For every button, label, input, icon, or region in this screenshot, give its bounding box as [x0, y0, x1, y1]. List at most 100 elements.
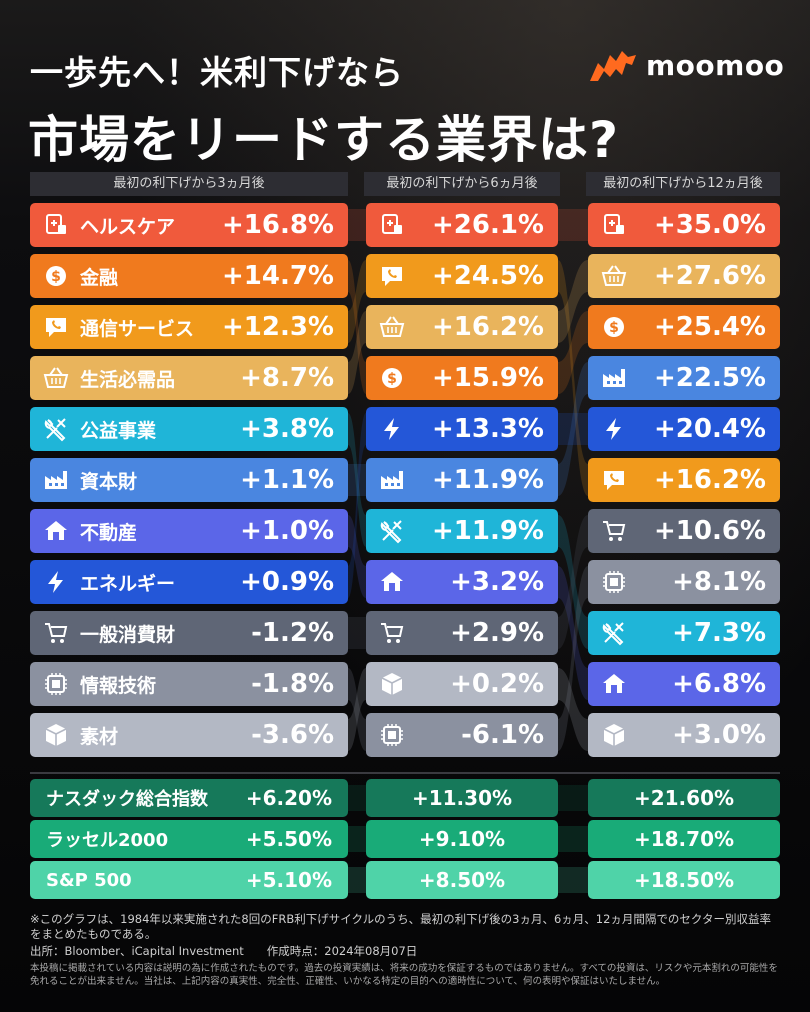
- sector-label: 金融: [80, 266, 119, 289]
- flow-ribbon: [348, 464, 366, 496]
- sector-card: +27.6%: [588, 254, 780, 298]
- index-flow-ribbon: [348, 867, 366, 893]
- sector-value: -1.8%: [251, 669, 334, 699]
- index-flow-ribbon: [558, 785, 588, 811]
- sector-value: +1.1%: [240, 465, 334, 495]
- flow-ribbon: [558, 362, 588, 496]
- sector-value: +3.0%: [672, 720, 766, 750]
- sector-card: 資本財 +1.1%: [30, 458, 348, 502]
- sector-value: +3.2%: [450, 567, 544, 597]
- index-card: +18.70%: [588, 820, 780, 858]
- sector-card: +13.3%: [366, 407, 558, 451]
- sector-card: +7.3%: [588, 611, 780, 655]
- house-icon: [378, 568, 406, 596]
- sector-card: $ +25.4%: [588, 305, 780, 349]
- lightning-icon: [378, 415, 406, 443]
- basket-icon: [378, 313, 406, 341]
- index-flow-ribbon: [558, 826, 588, 852]
- index-flow-ribbon: [558, 867, 588, 893]
- sector-label: 通信サービス: [80, 317, 195, 340]
- phone-chat-icon: [378, 262, 406, 290]
- flow-ribbon: [558, 260, 588, 496]
- sector-value: +35.0%: [654, 210, 766, 240]
- sector-card: +8.1%: [588, 560, 780, 604]
- sector-label: 生活必需品: [80, 368, 176, 391]
- sector-value: +0.9%: [240, 567, 334, 597]
- sector-card: 情報技術 -1.8%: [30, 662, 348, 706]
- sector-value: +16.2%: [432, 312, 544, 342]
- phone-chat-icon: [600, 466, 628, 494]
- sector-value: +12.3%: [222, 312, 334, 342]
- flow-ribbon: [558, 209, 588, 241]
- sector-value: +24.5%: [432, 261, 544, 291]
- flow-ribbon: [348, 260, 366, 343]
- sector-card: $ 金融 +14.7%: [30, 254, 348, 298]
- svg-text:$: $: [51, 269, 61, 285]
- tools-icon: [600, 619, 628, 647]
- flow-ribbon: [558, 566, 588, 700]
- sector-value: +20.4%: [654, 414, 766, 444]
- sector-card: 不動産 +1.0%: [30, 509, 348, 553]
- cart-icon: [42, 619, 70, 647]
- sector-label: 不動産: [80, 521, 138, 544]
- dollar-coin-icon: $: [42, 262, 70, 290]
- lightning-icon: [42, 568, 70, 596]
- moomoo-bull-icon: [590, 51, 636, 81]
- sector-card: +10.6%: [588, 509, 780, 553]
- sector-value: +3.8%: [240, 414, 334, 444]
- svg-text:$: $: [609, 320, 619, 336]
- basket-icon: [42, 364, 70, 392]
- sector-card: +11.9%: [366, 458, 558, 502]
- sector-label: エネルギー: [80, 572, 176, 595]
- flow-ribbon: [348, 413, 366, 598]
- sector-value: -1.2%: [251, 618, 334, 648]
- sector-value: +0.2%: [450, 669, 544, 699]
- sector-label: ヘルスケア: [80, 215, 176, 238]
- sector-card: エネルギー +0.9%: [30, 560, 348, 604]
- sector-value: -6.1%: [461, 720, 544, 750]
- chip-icon: [600, 568, 628, 596]
- index-label: ラッセル2000: [46, 830, 169, 851]
- column-header-6m: 最初の利下げから6ヵ月後: [364, 172, 560, 196]
- cart-icon: [378, 619, 406, 647]
- sector-value: +11.9%: [432, 465, 544, 495]
- flow-ribbon: [348, 668, 366, 751]
- index-card: +21.60%: [588, 779, 780, 817]
- index-value: +9.10%: [418, 827, 506, 851]
- flow-ribbon: [558, 566, 588, 751]
- factory-icon: [378, 466, 406, 494]
- house-icon: [600, 670, 628, 698]
- index-value: +8.50%: [418, 868, 506, 892]
- svg-text:$: $: [387, 371, 397, 387]
- sector-value: -3.6%: [251, 720, 334, 750]
- sector-card: +26.1%: [366, 203, 558, 247]
- sector-value: +27.6%: [654, 261, 766, 291]
- index-card: ナスダック総合指数 +6.20%: [30, 779, 348, 817]
- index-card: S&P 500 +5.10%: [30, 861, 348, 899]
- index-value: +18.70%: [633, 827, 735, 851]
- index-value: +5.50%: [245, 827, 332, 851]
- dollar-coin-icon: $: [378, 364, 406, 392]
- sector-card: +22.5%: [588, 356, 780, 400]
- logo-text: moomoo: [646, 48, 785, 82]
- flow-ribbon: [348, 668, 366, 751]
- flow-ribbon: [348, 260, 366, 394]
- flow-ribbon: [348, 311, 366, 394]
- divider: [30, 772, 780, 774]
- sector-card: -6.1%: [366, 713, 558, 757]
- sector-card: +20.4%: [588, 407, 780, 451]
- sector-value: +1.0%: [240, 516, 334, 546]
- basket-icon: [600, 262, 628, 290]
- chip-icon: [42, 670, 70, 698]
- sector-label: 一般消費財: [80, 623, 176, 646]
- footnote: ※このグラフは、1984年以来実施された8回のFRB利下げサイクルのうち、最初の…: [30, 912, 771, 941]
- index-label: ナスダック総合指数: [46, 789, 208, 810]
- sector-label: 資本財: [80, 470, 138, 493]
- sector-value: +16.2%: [654, 465, 766, 495]
- flow-ribbon: [558, 260, 588, 343]
- sector-label: 素材: [80, 725, 119, 748]
- index-label: S&P 500: [46, 869, 132, 891]
- index-value: +6.20%: [245, 786, 332, 810]
- factory-icon: [42, 466, 70, 494]
- healthcare-icon: [42, 211, 70, 239]
